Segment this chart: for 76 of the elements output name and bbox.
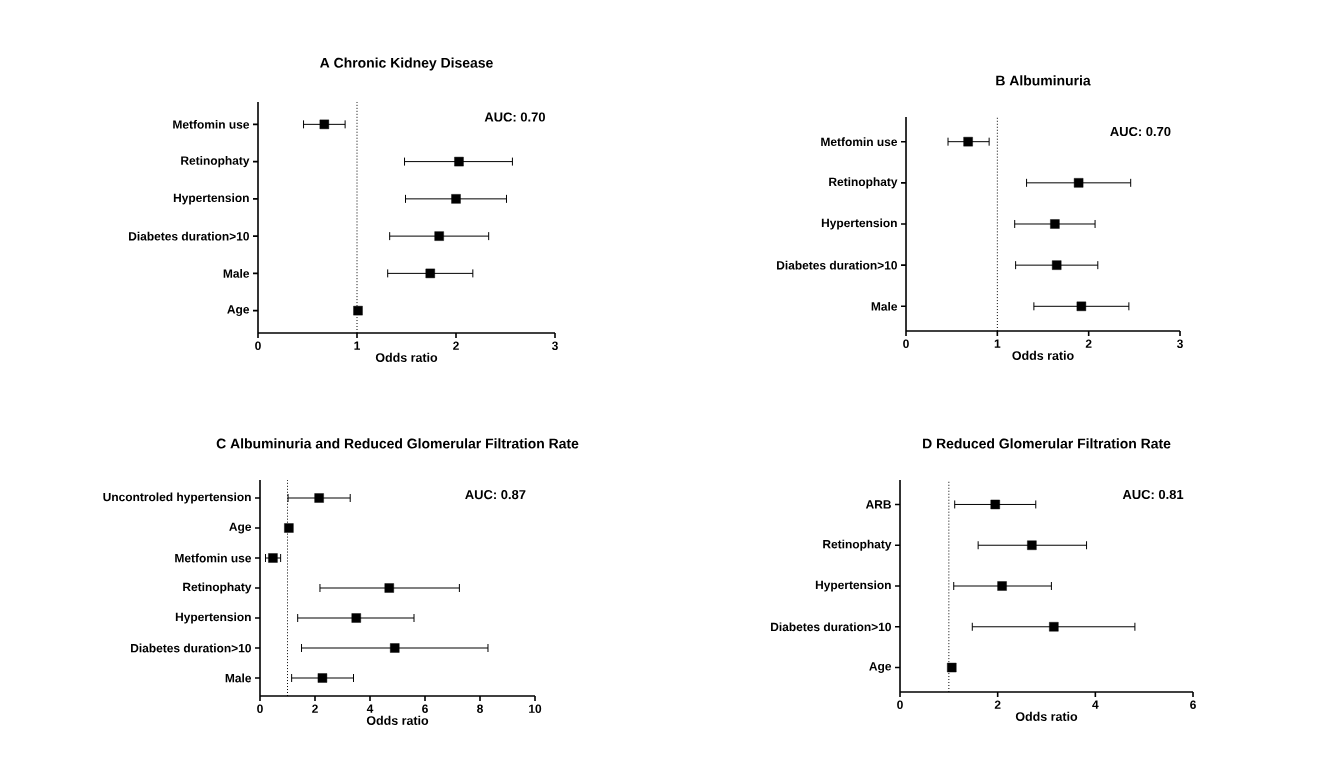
- point: [284, 523, 294, 533]
- chart-title: D Reduced Glomerular Filtration Rate: [923, 438, 1171, 449]
- y-tick-label: Hypertension: [175, 612, 251, 624]
- x-tick-label: 0: [903, 339, 909, 348]
- y-tick-label: Metfomin use: [175, 553, 252, 563]
- y-tick-label: Age: [869, 662, 892, 673]
- y-tick-label: Retinophaty: [183, 582, 252, 594]
- y-tick-label: Uncontroled hypertension: [103, 492, 251, 504]
- x-tick-label: 2: [994, 700, 1001, 709]
- y-tick-label: Diabetes duration>10: [129, 231, 249, 241]
- x-tick-label: 3: [551, 341, 558, 350]
- x-tick-label: 0: [897, 700, 903, 709]
- point: [454, 156, 464, 167]
- point: [384, 583, 394, 593]
- y-tick-label: Age: [227, 305, 250, 317]
- x-tick-label: 3: [1176, 339, 1183, 348]
- point: [451, 194, 461, 204]
- point: [314, 493, 324, 503]
- point: [963, 136, 973, 147]
- x-axis-title: Odds ratio: [1015, 711, 1078, 721]
- x-axis-title: Odds ratio: [1012, 350, 1074, 360]
- point: [353, 305, 363, 316]
- chart-title: A Chronic Kidney Disease: [320, 57, 493, 71]
- x-tick-label: 2: [453, 341, 459, 350]
- point: [1076, 301, 1087, 311]
- y-tick-label: Diabetes duration>10: [777, 260, 897, 270]
- x-tick-label: 2: [1085, 339, 1092, 348]
- point: [319, 119, 330, 130]
- point: [1027, 540, 1037, 550]
- x-tick-label: 8: [477, 704, 483, 713]
- point: [268, 553, 278, 563]
- annotation: AUC: 0.70: [484, 112, 545, 122]
- point: [390, 643, 400, 653]
- y-tick-label: Hypertension: [821, 218, 897, 230]
- point: [947, 662, 957, 673]
- point: [434, 231, 444, 241]
- x-tick-label: 1: [994, 339, 1001, 348]
- x-tick-label: 2: [312, 704, 318, 713]
- point: [1073, 178, 1084, 188]
- x-tick-label: 4: [1092, 700, 1099, 709]
- y-tick-label: Metfomin use: [821, 137, 898, 147]
- y-tick-label: ARB: [865, 500, 891, 509]
- y-tick-label: Retinophaty: [823, 539, 892, 551]
- x-tick-label: 1: [354, 341, 360, 350]
- point: [425, 268, 435, 279]
- y-tick-label: Retinophaty: [829, 177, 898, 189]
- point: [1052, 260, 1062, 270]
- x-tick-label: 0: [255, 341, 261, 350]
- x-axis-title: Odds ratio: [375, 352, 438, 362]
- annotation: AUC: 0.81: [1122, 489, 1184, 500]
- y-tick-label: Age: [229, 522, 252, 534]
- y-tick-label: Male: [223, 269, 250, 278]
- chart-title: B Albuminuria: [996, 75, 1091, 86]
- x-tick-label: 10: [529, 704, 542, 713]
- y-tick-label: Diabetes duration>10: [131, 643, 251, 653]
- y-tick-label: Male: [225, 673, 252, 683]
- annotation: AUC: 0.70: [1110, 126, 1171, 137]
- x-axis-title: Odds ratio: [366, 715, 429, 725]
- point: [1049, 622, 1059, 632]
- point: [990, 499, 1000, 510]
- y-tick-label: Hypertension: [815, 580, 891, 592]
- y-tick-label: Hypertension: [173, 193, 249, 205]
- x-tick-label: 6: [422, 704, 428, 713]
- y-tick-label: Male: [871, 301, 898, 311]
- x-tick-label: 4: [366, 704, 374, 713]
- point: [317, 673, 328, 683]
- annotation: AUC: 0.87: [465, 490, 526, 500]
- point: [1050, 219, 1060, 229]
- chart-title: C Albuminuria and Reduced Glomerular Filtration Rate: [216, 438, 579, 449]
- point: [997, 581, 1007, 591]
- y-tick-label: Metfomin use: [173, 119, 250, 129]
- y-tick-label: Retinophaty: [181, 156, 250, 168]
- point: [351, 613, 361, 623]
- x-tick-label: 6: [1190, 700, 1196, 709]
- y-tick-label: Diabetes duration>10: [771, 622, 891, 632]
- x-tick-label: 0: [257, 704, 263, 713]
